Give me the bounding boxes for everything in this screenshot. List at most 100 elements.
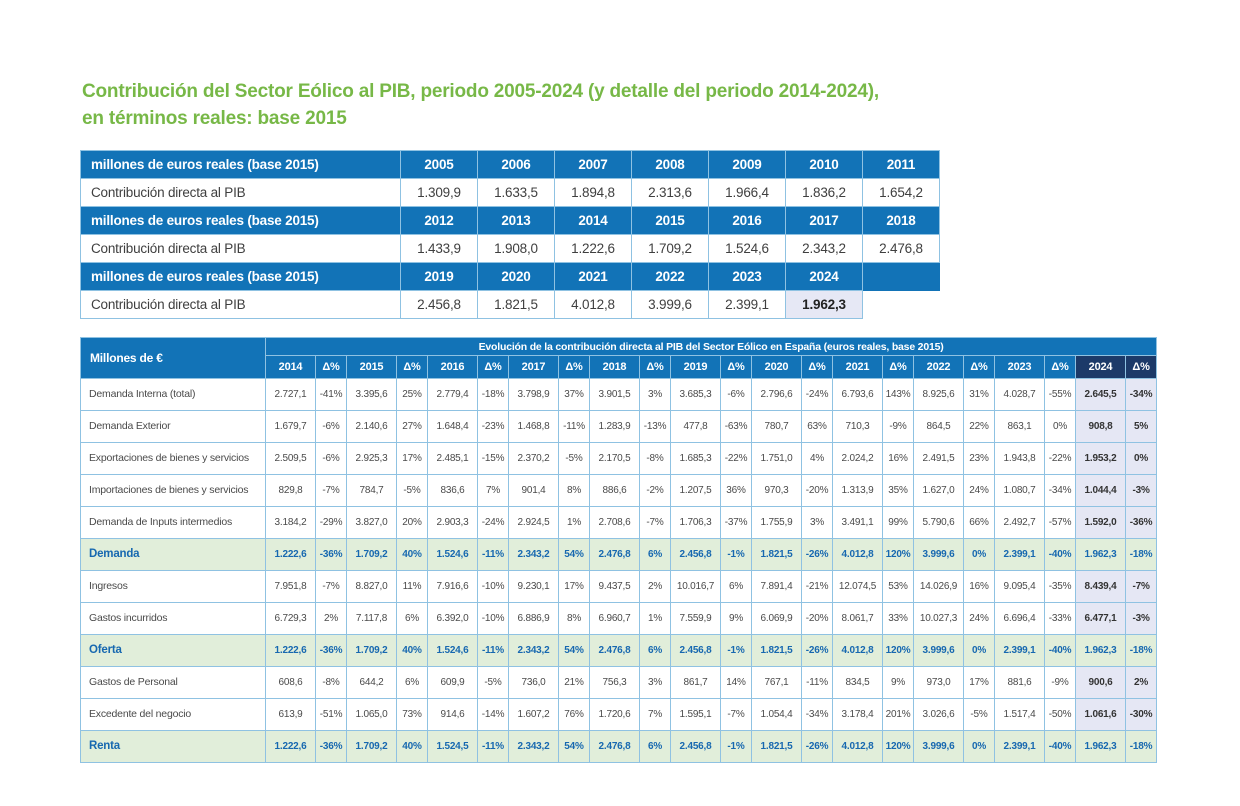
detail-header-top-row: Millones de € Evolución de la contribuci…	[80, 337, 1158, 379]
delta-cell: -7%	[720, 698, 752, 731]
value-cell: 2.399,1	[994, 634, 1045, 667]
value-cell: 8.925,6	[913, 378, 964, 411]
table-row: Exportaciones de bienes y servicios 2.509…	[80, 442, 1158, 475]
delta-cell: 66%	[963, 506, 995, 539]
page-title-line2: en términos reales: base 2015	[82, 108, 347, 129]
pib-evolution-detail-table: Millones de € Evolución de la contribuci…	[80, 337, 1158, 763]
value-cell: 8.061,7	[832, 602, 883, 635]
delta-cell: 2%	[315, 602, 347, 635]
value-cell: 10.027,3	[913, 602, 964, 635]
value-cell: 908,8	[1075, 410, 1126, 443]
delta-cell: 0%	[963, 730, 995, 763]
value-cell: 6.886,9	[508, 602, 559, 635]
year-header-cell: 2020	[477, 262, 555, 291]
value-cell: 3.395,6	[346, 378, 397, 411]
delta-cell: -36%	[1124, 506, 1158, 539]
delta-cell: -50%	[1044, 698, 1076, 731]
value-cell: 7.951,8	[265, 570, 316, 603]
value-cell: 2.476,8	[862, 234, 940, 263]
delta-cell: -29%	[315, 506, 347, 539]
delta-cell: 22%	[963, 410, 995, 443]
period-header-row: millones de euros reales (base 2015) 2005…	[80, 150, 940, 179]
value-cell: 6.793,6	[832, 378, 883, 411]
value-cell: 1.044,4	[1075, 474, 1126, 507]
value-cell: 710,3	[832, 410, 883, 443]
value-cell: 12.074,5	[832, 570, 883, 603]
value-cell: 1.468,8	[508, 410, 559, 443]
delta-cell: 2%	[1124, 666, 1158, 699]
value-cell: 756,3	[589, 666, 640, 699]
value-cell: 861,7	[670, 666, 721, 699]
delta-cell: 3%	[639, 666, 671, 699]
delta-cell: -11%	[801, 666, 833, 699]
year-header-cell: 2024	[1075, 355, 1126, 379]
table-row: Excedente del negocio 613,9 -51% 1.065,0 73%…	[80, 698, 1158, 731]
delta-cell: 8%	[558, 474, 590, 507]
delta-cell: 17%	[963, 666, 995, 699]
delta-cell: -18%	[1124, 538, 1158, 571]
value-cell: 5.790,6	[913, 506, 964, 539]
value-cell: 1.709,2	[346, 634, 397, 667]
delta-cell: -9%	[1044, 666, 1076, 699]
year-header-cell: 2011	[862, 150, 940, 179]
table-row: Demanda Exterior 1.679,7 -6% 2.140,6 27% 1.64…	[80, 410, 1158, 443]
empty-cell	[862, 262, 940, 291]
row-label-cell: Contribución directa al PIB	[80, 234, 401, 263]
value-cell: 900,6	[1075, 666, 1126, 699]
value-cell: 1.065,0	[346, 698, 397, 731]
units-header-cell: Millones de €	[80, 337, 266, 379]
delta-header-cell: Δ%	[720, 355, 752, 379]
year-header-cell: 2019	[670, 355, 721, 379]
value-cell: 1.524,5	[427, 730, 478, 763]
value-cell: 477,8	[670, 410, 721, 443]
value-cell: 1.595,1	[670, 698, 721, 731]
value-cell: 2.370,2	[508, 442, 559, 475]
delta-header-cell: Δ%	[315, 355, 347, 379]
delta-cell: -3%	[1124, 602, 1158, 635]
row-label-cell: Oferta	[80, 634, 266, 667]
value-cell: 7.117,8	[346, 602, 397, 635]
year-header-cell: 2007	[554, 150, 632, 179]
value-cell: 3.901,5	[589, 378, 640, 411]
value-cell: 1.962,3	[1075, 538, 1126, 571]
value-cell: 1.080,7	[994, 474, 1045, 507]
value-cell: 1.313,9	[832, 474, 883, 507]
delta-cell: -26%	[801, 634, 833, 667]
delta-cell: 120%	[882, 538, 914, 571]
delta-cell: -6%	[720, 378, 752, 411]
page-title-line1: Contribución del Sector Eólico al PIB, p…	[82, 81, 879, 102]
value-cell: 2.140,6	[346, 410, 397, 443]
year-header-cell: 2016	[708, 206, 786, 235]
value-cell: 2.645,5	[1075, 378, 1126, 411]
delta-cell: -33%	[1044, 602, 1076, 635]
delta-cell: -18%	[1124, 730, 1158, 763]
delta-cell: -24%	[477, 506, 509, 539]
value-cell: 1.709,2	[346, 730, 397, 763]
empty-cell	[863, 291, 940, 319]
delta-cell: 76%	[558, 698, 590, 731]
delta-cell: -11%	[477, 634, 509, 667]
delta-cell: 17%	[396, 442, 428, 475]
value-cell: 6.696,4	[994, 602, 1045, 635]
value-cell: 736,0	[508, 666, 559, 699]
value-cell: 2.509,5	[265, 442, 316, 475]
year-header-cell: 2009	[708, 150, 786, 179]
delta-cell: -6%	[315, 410, 347, 443]
delta-cell: -57%	[1044, 506, 1076, 539]
delta-cell: -8%	[639, 442, 671, 475]
value-cell: 2.343,2	[508, 730, 559, 763]
value-cell: 3.491,1	[832, 506, 883, 539]
delta-cell: -11%	[558, 410, 590, 443]
delta-cell: 6%	[639, 730, 671, 763]
value-cell: 1.709,2	[631, 234, 709, 263]
row-label-cell: Demanda	[80, 538, 266, 571]
value-cell: 9.095,4	[994, 570, 1045, 603]
year-header-cell: 2023	[994, 355, 1045, 379]
value-cell: 836,6	[427, 474, 478, 507]
value-cell: 1.821,5	[751, 730, 802, 763]
year-header-cell: 2008	[631, 150, 709, 179]
value-cell: 780,7	[751, 410, 802, 443]
value-cell: 1.222,6	[265, 538, 316, 571]
value-cell: 3.999,6	[913, 538, 964, 571]
delta-cell: -5%	[477, 666, 509, 699]
